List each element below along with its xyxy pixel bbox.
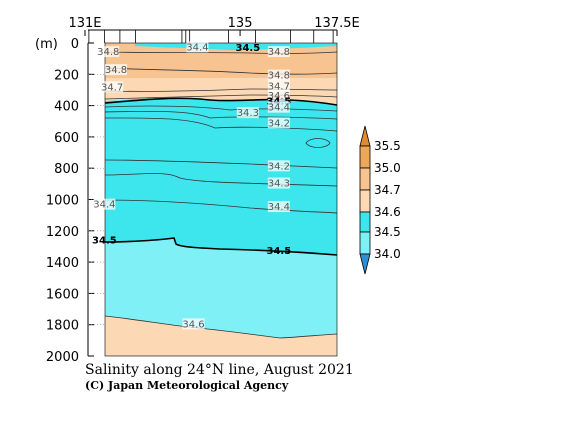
contour-label: 34.4: [268, 103, 290, 114]
y-tick-label: 600: [54, 131, 79, 146]
colorbar-segment: [359, 211, 371, 233]
y-tick-label: 0: [71, 37, 79, 52]
y-tick-label: 1400: [46, 256, 79, 271]
contour-labels: 34.434.534.834.834.834.834.734.734.634.5…: [92, 41, 291, 330]
contour-34.3-top: [104, 110, 338, 120]
contour-label: 34.2: [268, 118, 290, 129]
x-axis: 131E 135 137.5E: [68, 16, 360, 36]
contour-label: 34.8: [97, 47, 119, 58]
x-tick-label: 137.5E: [314, 16, 359, 31]
contour-label-bg: [101, 81, 124, 93]
colorbar-segment: [359, 253, 371, 275]
colorbar-segment: [359, 231, 371, 255]
contour-34.8-b: [104, 67, 338, 75]
contour-label-bg: [267, 201, 290, 213]
contour-34.6: [104, 94, 338, 100]
y-tick-label: 1800: [46, 319, 79, 334]
contour-label: 34.3: [268, 179, 290, 190]
y-tick-label: 800: [54, 162, 79, 177]
colorbar: 35.5 35.0 34.7 34.6 34.5 34.0: [359, 125, 401, 275]
contour-34.6-deep: [104, 315, 338, 339]
colorbar-level-label: 34.5: [374, 225, 401, 239]
region-34.6-34.7-deep: [105, 316, 337, 356]
contour-label: 34.5: [92, 236, 117, 247]
colorbar-segment: [359, 125, 371, 147]
chart-credit: (C) Japan Meteorological Agency: [85, 379, 289, 392]
y-tick-label: 200: [54, 68, 79, 83]
contour-34.4-top: [104, 105, 338, 112]
contour-34.8-a: [104, 51, 338, 54]
colorbar-level-label: 34.6: [374, 205, 401, 219]
contour-label: 34.5: [235, 43, 260, 54]
contour-label: 34.2: [268, 161, 290, 172]
contour-34.4-bottom: [104, 199, 338, 214]
contour-label: 34.6: [182, 319, 204, 330]
contour-label-bg: [267, 69, 290, 81]
contour-label-bg: [93, 198, 116, 210]
y-axis: 0 200 400 600 800 1000 1200 1400 1600 1800 2000: [46, 37, 105, 365]
contour-label-bg: [267, 46, 290, 58]
y-tick-label: 2000: [46, 350, 79, 365]
contour-34.7: [104, 88, 338, 92]
y-tick-label: 1200: [46, 225, 79, 240]
contour-label-bg: [105, 64, 128, 76]
contour-34.2-bottom: [104, 159, 338, 169]
colorbar-segment: [359, 189, 371, 213]
contour-label: 34.8: [105, 65, 127, 76]
x-tick-label: 131E: [68, 16, 101, 31]
x-tick-label: 135: [228, 16, 253, 31]
chart-title: Salinity along 24°N line, August 2021: [85, 362, 354, 378]
colorbar-level-label: 34.7: [374, 183, 401, 197]
contour-label: 34.4: [268, 202, 290, 213]
contour-label-bg: [267, 80, 290, 92]
contour-label: 34.7: [101, 82, 123, 93]
colorbar-level-label: 35.0: [374, 161, 401, 175]
y-tick-label: 1000: [46, 194, 79, 209]
contour-label: 34.4: [93, 200, 115, 211]
contour-label-bg: [97, 46, 120, 58]
contour-label: 34.8: [268, 71, 290, 82]
contour-label: 34.8: [268, 47, 290, 58]
contour-label-bg: [267, 101, 290, 113]
contour-34.5-bottom: [104, 237, 338, 256]
contour-34.2-top: [104, 117, 338, 132]
contour-lines: [104, 51, 338, 339]
contour-label-bg: [267, 89, 290, 101]
y-unit-label: (m): [35, 37, 58, 52]
colorbar-level-label: 34.0: [374, 247, 401, 261]
contour-label: 34.5: [267, 246, 292, 257]
colorbar-segment: [359, 167, 371, 191]
contour-label-bg: [267, 117, 290, 129]
colorbar-segment: [359, 145, 371, 169]
region-34.5-34.6: [105, 97, 337, 255]
contour-label: 34.6: [268, 91, 290, 102]
contour-label-bg: [236, 107, 259, 119]
station-marks: [88, 30, 334, 43]
contour-label: 34.4: [186, 42, 208, 53]
contour-label-bg: [186, 41, 209, 53]
contour-label: 34.3: [237, 108, 259, 119]
region-34.0-34.5: [105, 238, 337, 338]
contour-label-bg: [267, 160, 290, 172]
y-tick-label: 1600: [46, 287, 79, 302]
contour-34.5-top: [104, 97, 338, 106]
contour-34.2-eddy: [305, 138, 331, 148]
contour-label-bg: [182, 318, 205, 330]
contour-label: 34.7: [268, 82, 290, 93]
colorbar-level-label: 35.5: [374, 139, 401, 153]
contour-label-bg: [267, 177, 290, 189]
y-tick-label: 400: [54, 100, 79, 115]
